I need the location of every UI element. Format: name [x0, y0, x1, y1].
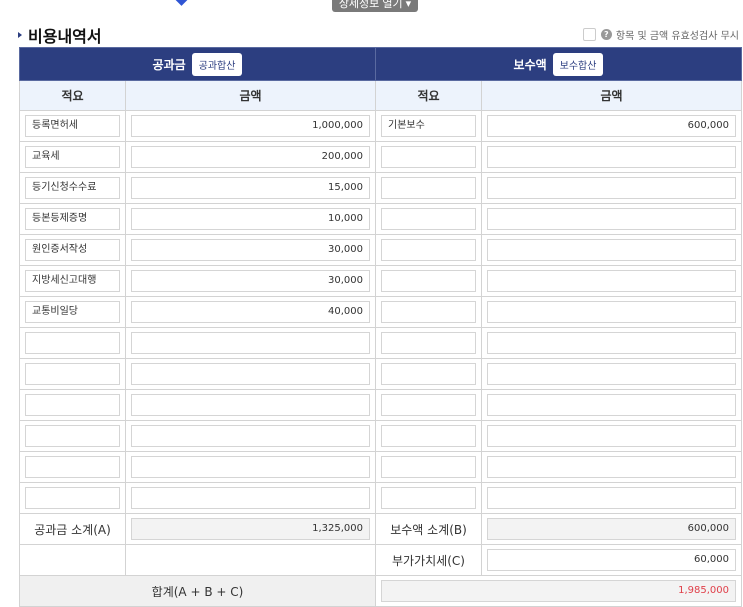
public-desc-input[interactable] — [25, 456, 120, 478]
empty-cell — [19, 544, 126, 576]
fee-amount-input[interactable] — [487, 332, 736, 354]
col-amount: 금액 — [481, 80, 742, 111]
fee-amount-input[interactable] — [487, 425, 736, 447]
tab-marker-icon — [175, 0, 188, 6]
fee-amount-input[interactable] — [487, 487, 736, 509]
public-amount-input[interactable] — [131, 394, 370, 416]
table-row: 등록면허세 1,000,000 기본보수 600,000 — [19, 110, 742, 142]
fee-desc-input[interactable] — [381, 177, 476, 199]
public-amount-input[interactable]: 1,000,000 — [131, 115, 370, 137]
public-amount-input[interactable]: 30,000 — [131, 239, 370, 261]
public-sum-button[interactable]: 공과합산 — [191, 52, 243, 76]
public-amount-input[interactable]: 30,000 — [131, 270, 370, 292]
fee-subtotal-label: 보수액 소계(B) — [375, 513, 482, 545]
fee-desc-input[interactable]: 기본보수 — [381, 115, 476, 137]
table-row: 원인증서작성 30,000 — [19, 234, 742, 266]
public-header-label: 공과금 — [152, 57, 186, 72]
public-amount-input[interactable]: 10,000 — [131, 208, 370, 230]
fee-amount-input[interactable]: 600,000 — [487, 115, 736, 137]
help-icon[interactable]: ? — [600, 29, 612, 40]
empty-cell — [125, 544, 376, 576]
public-amount-input[interactable]: 15,000 — [131, 177, 370, 199]
fee-header-label: 보수액 — [513, 57, 547, 72]
total-field: 1,985,000 — [381, 580, 736, 602]
fee-amount-input[interactable] — [487, 363, 736, 385]
public-subtotal-label: 공과금 소계(A) — [19, 513, 126, 545]
table-row — [19, 420, 742, 452]
col-desc: 적요 — [19, 80, 126, 111]
public-amount-input[interactable] — [131, 487, 370, 509]
public-desc-input[interactable] — [25, 487, 120, 509]
fee-amount-input[interactable] — [487, 270, 736, 292]
public-desc-input[interactable]: 교육세 — [25, 146, 120, 168]
table-row: 등본등제증명 10,000 — [19, 203, 742, 235]
fee-desc-input[interactable] — [381, 487, 476, 509]
fee-amount-input[interactable] — [487, 177, 736, 199]
detail-toggle-button[interactable]: 상세정보 열기 ▾ — [332, 0, 418, 12]
table-row — [19, 358, 742, 390]
fee-amount-input[interactable] — [487, 394, 736, 416]
col-desc: 적요 — [375, 80, 482, 111]
vat-label: 부가가치세(C) — [375, 544, 482, 576]
fee-desc-input[interactable] — [381, 394, 476, 416]
public-desc-input[interactable]: 원인증서작성 — [25, 239, 120, 261]
fee-amount-input[interactable] — [487, 301, 736, 323]
table-row — [19, 327, 742, 359]
fee-desc-input[interactable] — [381, 146, 476, 168]
col-amount: 금액 — [125, 80, 376, 111]
fee-desc-input[interactable] — [381, 301, 476, 323]
cost-table: 공과금 공과합산 보수액 보수합산 적요 금액 적요 금액 등록면허세 1,000,… — [19, 47, 742, 607]
public-desc-input[interactable]: 등록면허세 — [25, 115, 120, 137]
public-desc-input[interactable]: 지방세신고대행 — [25, 270, 120, 292]
public-amount-input[interactable] — [131, 456, 370, 478]
fee-amount-input[interactable] — [487, 208, 736, 230]
fee-desc-input[interactable] — [381, 270, 476, 292]
table-row — [19, 451, 742, 483]
public-desc-input[interactable] — [25, 332, 120, 354]
table-row: 등기신청수수료 15,000 — [19, 172, 742, 204]
public-amount-input[interactable] — [131, 425, 370, 447]
total-label: 합계(A + B + C) — [19, 575, 376, 607]
bullet-triangle-icon — [18, 32, 22, 38]
fee-desc-input[interactable] — [381, 239, 476, 261]
fee-amount-input[interactable] — [487, 146, 736, 168]
public-desc-input[interactable]: 등본등제증명 — [25, 208, 120, 230]
public-desc-input[interactable] — [25, 394, 120, 416]
public-desc-input[interactable] — [25, 425, 120, 447]
public-desc-input[interactable]: 교통비일당 — [25, 301, 120, 323]
table-row: 지방세신고대행 30,000 — [19, 265, 742, 297]
public-desc-input[interactable]: 등기신청수수료 — [25, 177, 120, 199]
ignore-validation-checkbox[interactable] — [582, 28, 596, 41]
public-amount-input[interactable] — [131, 363, 370, 385]
public-amount-input[interactable]: 200,000 — [131, 146, 370, 168]
fee-subtotal-field: 600,000 — [487, 518, 736, 540]
fee-amount-input[interactable] — [487, 456, 736, 478]
fee-amount-input[interactable] — [487, 239, 736, 261]
table-row — [19, 389, 742, 421]
fee-desc-input[interactable] — [381, 332, 476, 354]
section-title: 비용내역서 — [18, 23, 102, 47]
fee-desc-input[interactable] — [381, 456, 476, 478]
public-amount-input[interactable]: 40,000 — [131, 301, 370, 323]
public-desc-input[interactable] — [25, 363, 120, 385]
table-row — [19, 482, 742, 514]
section-title-text: 비용내역서 — [28, 27, 102, 46]
vat-input[interactable]: 60,000 — [487, 549, 736, 571]
fee-desc-input[interactable] — [381, 208, 476, 230]
fee-desc-input[interactable] — [381, 425, 476, 447]
public-header: 공과금 공과합산 — [19, 47, 376, 81]
table-row: 교육세 200,000 — [19, 141, 742, 173]
fee-sum-button[interactable]: 보수합산 — [552, 52, 604, 76]
table-row: 교통비일당 40,000 — [19, 296, 742, 328]
fee-desc-input[interactable] — [381, 363, 476, 385]
fee-header: 보수액 보수합산 — [375, 47, 742, 81]
public-amount-input[interactable] — [131, 332, 370, 354]
ignore-validation: ? 항목 및 금액 유효성검사 무시 — [582, 27, 739, 42]
public-subtotal-field: 1,325,000 — [131, 518, 370, 540]
ignore-validation-label: 항목 및 금액 유효성검사 무시 — [615, 31, 739, 42]
